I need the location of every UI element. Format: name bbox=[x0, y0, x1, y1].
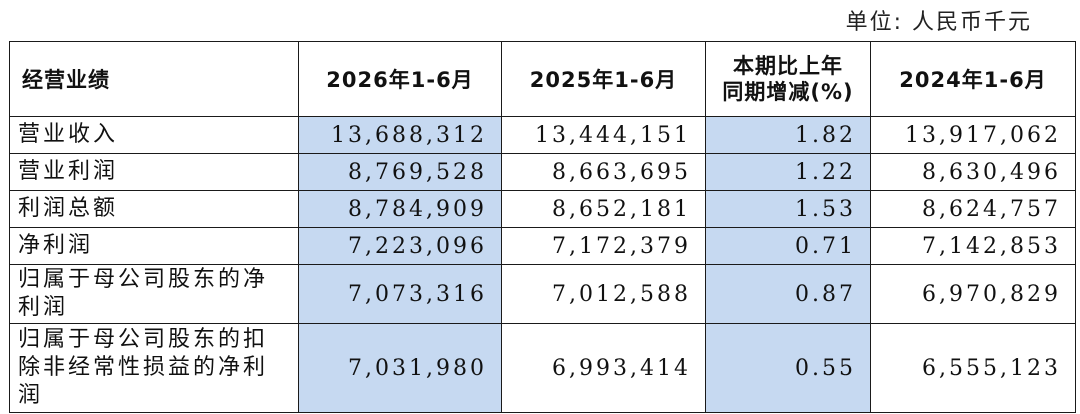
cell-2025: 13,444,151 bbox=[501, 116, 706, 154]
table-row: 净利润 7,223,096 7,172,379 0.71 7,142,853 bbox=[9, 227, 1076, 265]
cell-2026: 8,784,909 bbox=[298, 190, 502, 228]
cell-2025: 8,663,695 bbox=[501, 153, 706, 191]
cell-change: 0.55 bbox=[705, 323, 871, 413]
row-label: 利润总额 bbox=[9, 190, 299, 228]
financial-performance-table: 经营业绩 2026年1-6月 2025年1-6月 本期比上年 同期增减(%) 2… bbox=[9, 41, 1076, 413]
cell-2026: 7,223,096 bbox=[298, 227, 502, 265]
table-row: 营业收入 13,688,312 13,444,151 1.82 13,917,0… bbox=[9, 116, 1076, 154]
cell-2026: 7,073,316 bbox=[298, 264, 502, 324]
row-label: 营业收入 bbox=[9, 116, 299, 154]
row-label: 净利润 bbox=[9, 227, 299, 265]
table-header-row: 经营业绩 2026年1-6月 2025年1-6月 本期比上年 同期增减(%) 2… bbox=[9, 41, 1076, 117]
cell-change: 0.87 bbox=[705, 264, 871, 324]
cell-2024: 8,624,757 bbox=[870, 190, 1076, 228]
cell-2025: 7,012,588 bbox=[501, 264, 706, 324]
table-row: 营业利润 8,769,528 8,663,695 1.22 8,630,496 bbox=[9, 153, 1076, 191]
row-label: 营业利润 bbox=[9, 153, 299, 191]
cell-2024: 6,970,829 bbox=[870, 264, 1076, 324]
cell-change: 0.71 bbox=[705, 227, 871, 265]
header-yoy-change-line1: 本期比上年 bbox=[733, 54, 843, 78]
cell-2024: 13,917,062 bbox=[870, 116, 1076, 154]
header-2025-h1: 2025年1-6月 bbox=[501, 41, 706, 117]
header-business-performance: 经营业绩 bbox=[9, 41, 299, 117]
cell-2026: 7,031,980 bbox=[298, 323, 502, 413]
table-row: 归属于母公司股东的净利润 7,073,316 7,012,588 0.87 6,… bbox=[9, 264, 1076, 324]
table-row: 利润总额 8,784,909 8,652,181 1.53 8,624,757 bbox=[9, 190, 1076, 228]
cell-2024: 7,142,853 bbox=[870, 227, 1076, 265]
cell-2026: 8,769,528 bbox=[298, 153, 502, 191]
cell-change: 1.82 bbox=[705, 116, 871, 154]
header-2024-h1: 2024年1-6月 bbox=[870, 41, 1076, 117]
header-2026-h1: 2026年1-6月 bbox=[298, 41, 502, 117]
header-yoy-change-line2: 同期增减(%) bbox=[722, 80, 854, 104]
cell-change: 1.53 bbox=[705, 190, 871, 228]
cell-change: 1.22 bbox=[705, 153, 871, 191]
cell-2026: 13,688,312 bbox=[298, 116, 502, 154]
row-label: 归属于母公司股东的扣除非经常性损益的净利润 bbox=[9, 323, 299, 413]
cell-2024: 8,630,496 bbox=[870, 153, 1076, 191]
row-label: 归属于母公司股东的净利润 bbox=[9, 264, 299, 324]
unit-label: 单位: 人民币千元 bbox=[845, 10, 1032, 35]
cell-2024: 6,555,123 bbox=[870, 323, 1076, 413]
cell-2025: 8,652,181 bbox=[501, 190, 706, 228]
cell-2025: 7,172,379 bbox=[501, 227, 706, 265]
table-row: 归属于母公司股东的扣除非经常性损益的净利润 7,031,980 6,993,41… bbox=[9, 323, 1076, 413]
cell-2025: 6,993,414 bbox=[501, 323, 706, 413]
header-yoy-change: 本期比上年 同期增减(%) bbox=[705, 41, 871, 117]
